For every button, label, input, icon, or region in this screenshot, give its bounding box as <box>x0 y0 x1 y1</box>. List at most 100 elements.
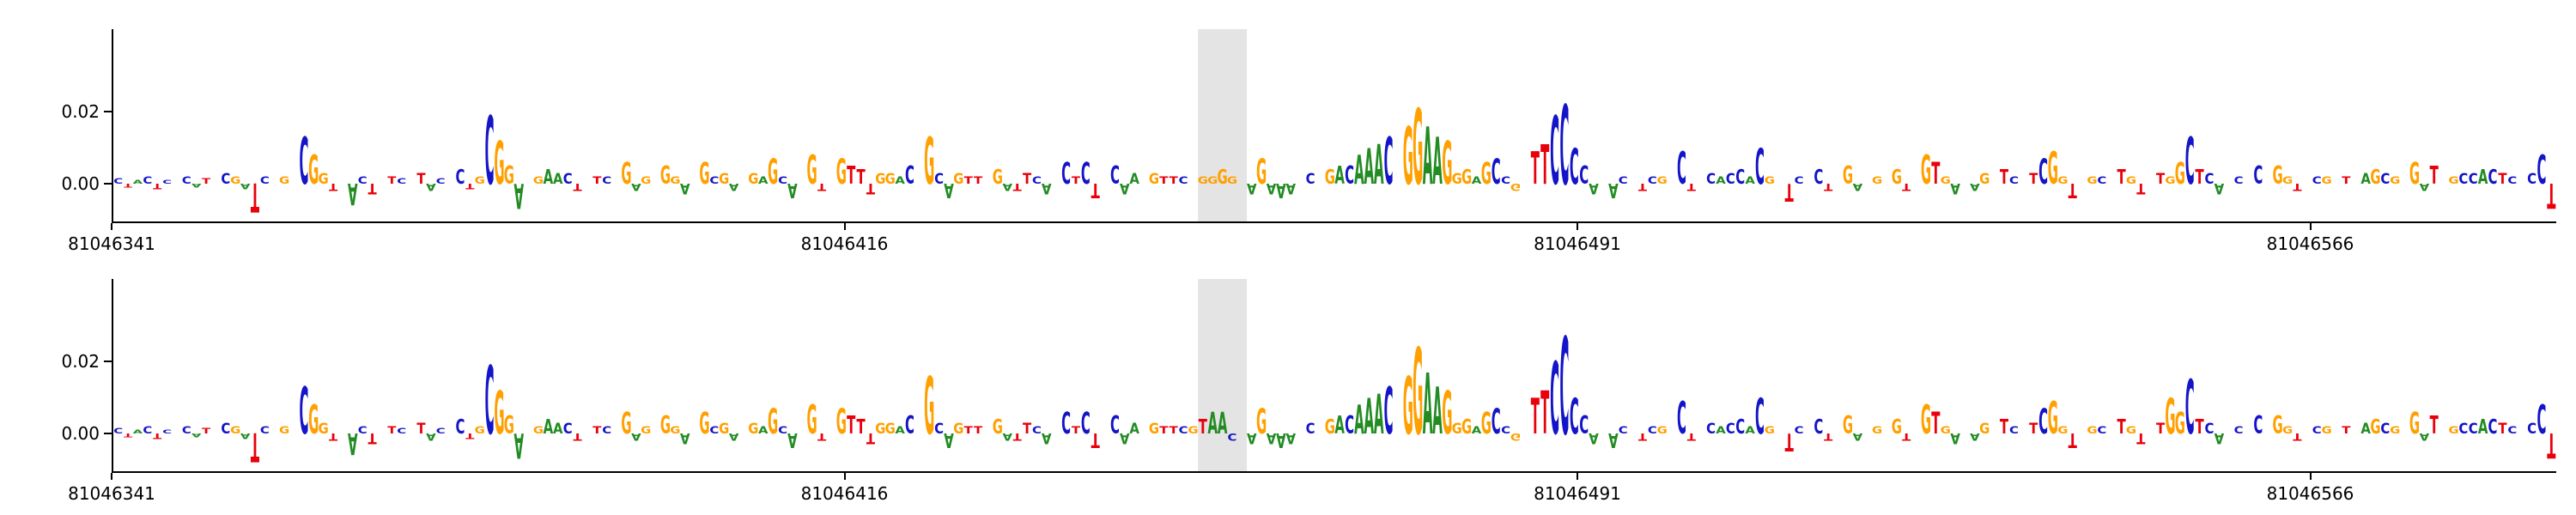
logo-letter-T: T <box>1540 379 1549 447</box>
logo-letter-T: T <box>1902 181 1911 192</box>
logo-letter-G: G <box>279 176 289 187</box>
logo-letter-C: C <box>221 420 230 437</box>
logo-letter-C: C <box>2009 176 2019 187</box>
logo-letter-C: C <box>436 427 446 435</box>
logo-letter-C: C <box>1735 415 1745 439</box>
logo-letter-C: C <box>563 170 573 187</box>
logo-letter-G: G <box>993 166 1003 189</box>
logo-letter-T: T <box>2029 170 2038 187</box>
logo-letter-C: C <box>1306 170 1315 187</box>
logo-letter-A: A <box>1354 148 1364 194</box>
logo-letter-A: A <box>2360 170 2371 187</box>
logo-letter-C: C <box>934 420 944 437</box>
logo-letter-G: G <box>670 176 680 187</box>
logo-letter-A: A <box>1472 426 1482 437</box>
xtick-label: 81046566 <box>2266 483 2354 504</box>
logo-letter-T: T <box>1170 426 1178 437</box>
logo-letter-T: T <box>1638 431 1647 442</box>
logo-letter-G: G <box>308 397 319 444</box>
logo-letter-A: A <box>1218 407 1228 441</box>
logo-letter-C: C <box>1570 388 1579 445</box>
logo-letter-G: G <box>875 170 885 187</box>
logo-letter-A: A <box>729 181 739 192</box>
logo-letter-A: A <box>1276 428 1286 451</box>
logo-letter-G: G <box>319 170 329 187</box>
logo-letter-T: T <box>573 431 581 442</box>
logo-letter-A: A <box>758 426 769 437</box>
logo-letter-A: A <box>1950 180 1960 197</box>
logo-letter-A: A <box>1120 180 1130 197</box>
logo-letter-T: T <box>974 426 982 437</box>
logo-letter-G: G <box>2273 162 2283 191</box>
logo-letter-A: A <box>1129 420 1139 437</box>
logo-letter-G: G <box>2370 415 2380 439</box>
logo-letter-T: T <box>592 426 601 437</box>
logo-letter-C: C <box>1755 388 1765 445</box>
logo-letter-T: T <box>573 181 581 192</box>
logo-letter-C: C <box>2458 420 2468 437</box>
logo-letter-C: C <box>221 170 230 187</box>
logo-letter-G: G <box>1413 88 1423 209</box>
logo-letter-G: G <box>1442 379 1452 447</box>
logo-letter-A: A <box>1589 180 1599 197</box>
logo-letter-G: G <box>1481 407 1492 441</box>
logo-letter-T: T <box>1072 426 1080 437</box>
xtick-label: 81046491 <box>1534 233 1621 254</box>
logo-letter-A: A <box>787 179 798 202</box>
logo-letter-T: T <box>153 182 162 191</box>
logo-letter-G: G <box>719 420 729 437</box>
logo-plot-1: C TA C T C C A T C G A T C G C G G T A C T T C T A C C T G C G G A G A A C T T… <box>113 29 2556 221</box>
logo-letter-G: G <box>2087 176 2097 187</box>
logo-letter-C: C <box>1677 142 1686 194</box>
logo-letter-A: A <box>1423 111 1433 203</box>
logo-letter-G: G <box>670 426 680 437</box>
logo-letter-G: G <box>1872 426 1882 437</box>
logo-letter-G: G <box>230 176 240 187</box>
logo-letter-C: C <box>260 426 270 437</box>
ytick-label-0.02: 0.02 <box>61 101 100 122</box>
logo-letter-T: T <box>817 431 826 442</box>
xtick-label: 81046341 <box>68 233 155 254</box>
logo-letter-A: A <box>1716 426 1726 437</box>
logo-letter-G: G <box>2126 426 2136 437</box>
logo-letter-G: G <box>885 420 896 437</box>
logo-letter-T: T <box>387 176 396 187</box>
logo-letter-G: G <box>719 170 729 187</box>
logo-letter-A: A <box>1745 176 1755 187</box>
logo-letter-C: C <box>2537 397 2546 444</box>
logo-letter-T: T <box>964 426 973 437</box>
logo-letter-T: T <box>2293 181 2301 192</box>
logo-letter-A: A <box>1745 426 1755 437</box>
logo-letter-A: A <box>1608 428 1619 451</box>
logo-letter-A: A <box>191 182 202 188</box>
logo-letter-G: G <box>2282 426 2293 437</box>
logo-letter-A: A <box>1354 397 1364 444</box>
logo-letter-G: G <box>1461 166 1472 189</box>
logo-letter-C: C <box>456 415 465 439</box>
xtick-label: 81046566 <box>2266 233 2354 254</box>
logo-letter-G: G <box>993 415 1003 439</box>
logo-letter-T: T <box>416 170 425 187</box>
logo-letter-C: C <box>299 374 308 449</box>
logo-letter-T: T <box>2342 176 2350 187</box>
logo-letter-T: T <box>1687 431 1696 442</box>
logo-letter-A: A <box>1002 181 1012 192</box>
logo-letter-T: T <box>974 176 982 187</box>
logo-letter-T: T <box>1638 181 1647 192</box>
logo-letter-A: A <box>2420 181 2430 192</box>
logo-letter-T: T <box>2029 420 2038 437</box>
logo-letter-G: G <box>2390 176 2400 187</box>
logo-letter-C: C <box>1492 403 1501 442</box>
logo-letter-C: C <box>1081 157 1091 191</box>
logo-letter-G: G <box>494 129 504 197</box>
logo-letter-G: G <box>953 170 963 187</box>
logo-letter-T: T <box>2000 415 2009 439</box>
logo-letter-C: C <box>143 176 152 187</box>
logo-letter-G: G <box>924 360 934 452</box>
logo-letter-T: T <box>847 162 855 191</box>
logo-letter-A: A <box>1970 181 1980 192</box>
logo-letter-C: C <box>2527 420 2537 437</box>
logo-letter-A: A <box>1267 180 1277 197</box>
